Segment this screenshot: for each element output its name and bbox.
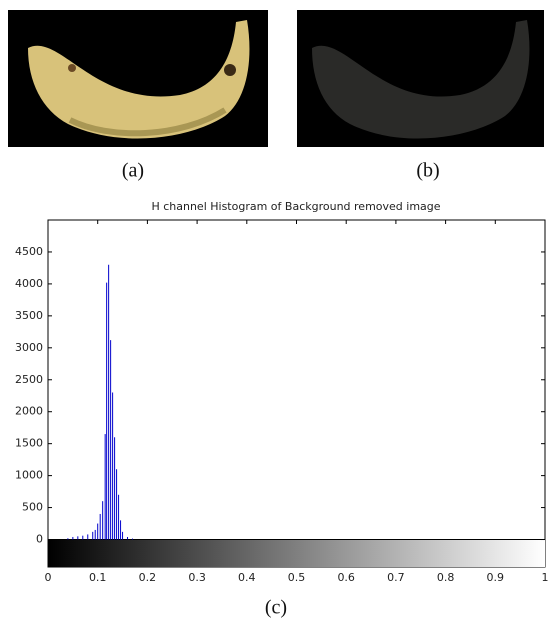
x-tick-label: 0.3: [188, 571, 206, 584]
y-tick-label: 2500: [15, 373, 43, 386]
chart-title: H channel Histogram of Background remove…: [151, 200, 440, 213]
y-tick-label: 1500: [15, 437, 43, 450]
y-tick-label: 0: [36, 533, 43, 546]
x-tick-label: 0.8: [437, 571, 455, 584]
y-tick-label: 4000: [15, 277, 43, 290]
image-a: [8, 10, 268, 147]
x-tick-label: 0.6: [337, 571, 355, 584]
y-tick-label: 2000: [15, 405, 43, 418]
y-tick-label: 3500: [15, 309, 43, 322]
x-tick-label: 0: [45, 571, 52, 584]
colorbar: [48, 539, 545, 567]
caption: (b): [416, 160, 439, 182]
x-tick-label: 0.5: [288, 571, 306, 584]
y-tick-label: 4500: [15, 245, 43, 258]
x-tick-label: 1: [542, 571, 549, 584]
x-tick-label: 0.1: [89, 571, 107, 584]
y-tick-label: 500: [22, 501, 43, 514]
caption: (a): [122, 160, 144, 182]
x-tick-label: 0.7: [387, 571, 405, 584]
caption: (c): [265, 597, 287, 619]
y-tick-label: 3000: [15, 341, 43, 354]
plot-frame: [47, 219, 546, 568]
image-b: [297, 10, 544, 147]
x-tick-label: 0.4: [238, 571, 256, 584]
x-tick-label: 0.9: [487, 571, 505, 584]
y-tick-label: 1000: [15, 469, 43, 482]
x-tick-label: 0.2: [139, 571, 157, 584]
